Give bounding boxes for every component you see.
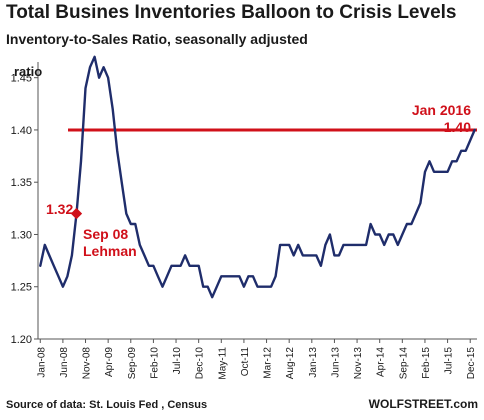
chart-subtitle: Inventory-to-Sales Ratio, seasonally adj… bbox=[6, 31, 308, 47]
x-tick-label: Jan-08 bbox=[36, 347, 47, 378]
y-tick-label: 1.20 bbox=[11, 334, 32, 346]
y-ticks: 1.20 1.25 1.30 1.35 1.40 1.45 bbox=[11, 73, 38, 346]
annotation-1-40: 1.40 bbox=[444, 119, 471, 135]
annotation-jan-2016: Jan 2016 bbox=[412, 102, 471, 118]
annotation-lehman: Lehman bbox=[83, 243, 137, 259]
x-tick-label: Jun-08 bbox=[59, 347, 70, 378]
x-tick-label: Sep-09 bbox=[127, 347, 138, 380]
axes bbox=[37, 62, 477, 340]
x-tick-label: Jul-15 bbox=[444, 347, 455, 375]
source-note: Source of data: St. Louis Fed , Census bbox=[6, 399, 208, 411]
x-tick-label: Jul-10 bbox=[172, 347, 183, 375]
annotation-1-32: 1.32 bbox=[46, 201, 73, 217]
y-tick-label: 1.45 bbox=[11, 73, 32, 85]
x-ticks: Jan-08 Jun-08 Nov-08 Apr-09 Sep-09 Feb-10 Jul-… bbox=[36, 339, 477, 380]
x-tick-label: Oct-11 bbox=[240, 347, 251, 377]
x-tick-label: Jun-13 bbox=[330, 347, 341, 378]
annotation-sep-08: Sep 08 bbox=[83, 226, 128, 242]
x-tick-label: Feb-15 bbox=[421, 347, 432, 379]
x-tick-label: Nov-13 bbox=[353, 347, 364, 380]
x-tick-label: May-11 bbox=[217, 347, 228, 380]
x-tick-label: Apr-09 bbox=[104, 347, 115, 377]
y-tick-label: 1.35 bbox=[11, 177, 32, 189]
x-tick-label: Mar-12 bbox=[263, 347, 274, 379]
x-tick-label: Aug-12 bbox=[285, 347, 296, 380]
x-tick-label: Jan-13 bbox=[308, 347, 319, 378]
y-axis-label: ratio bbox=[14, 64, 42, 79]
x-tick-label: Apr-14 bbox=[376, 347, 387, 377]
data-points bbox=[39, 55, 476, 298]
x-tick-label: Nov-08 bbox=[82, 347, 93, 380]
y-tick-label: 1.30 bbox=[11, 229, 32, 241]
x-tick-label: Dec-15 bbox=[466, 347, 477, 380]
y-tick-label: 1.40 bbox=[11, 125, 32, 137]
x-tick-label: Dec-10 bbox=[195, 347, 206, 380]
x-tick-label: Feb-10 bbox=[149, 347, 160, 379]
y-tick-label: 1.25 bbox=[11, 282, 32, 294]
x-tick-label: Sep-14 bbox=[398, 347, 409, 380]
chart-title: Total Busines Inventories Balloon to Cri… bbox=[6, 2, 457, 23]
series-line bbox=[39, 55, 476, 299]
brand-wolfstreet: WOLFSTREET.com bbox=[368, 397, 478, 411]
